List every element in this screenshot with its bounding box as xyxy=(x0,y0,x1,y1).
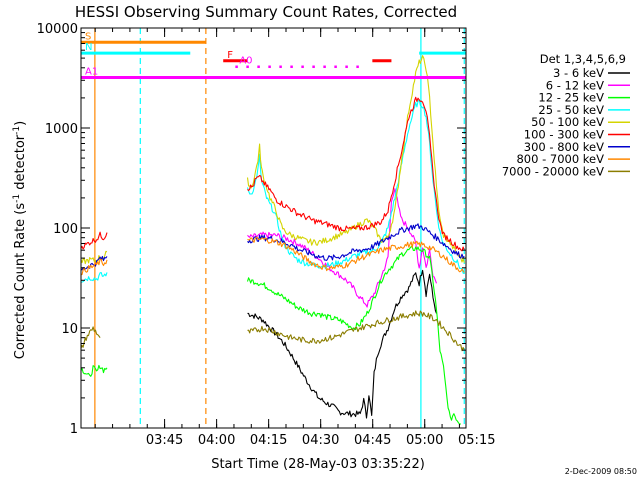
flag-S-label: S xyxy=(85,31,91,42)
series-1-segment-0 xyxy=(247,188,438,308)
legend-label-3: 25 - 50 keV xyxy=(538,103,604,117)
flag-N-label: N xyxy=(85,42,92,53)
series-5-segment-1 xyxy=(247,96,465,252)
x-tick-label-6: 05:15 xyxy=(458,433,495,448)
y-tick-label-4: 10000 xyxy=(37,22,78,37)
y-tick-label-3: 1000 xyxy=(45,122,78,137)
legend-label-0: 3 - 6 keV xyxy=(553,66,604,80)
flag-A0-dot xyxy=(323,65,326,69)
series-2-segment-1 xyxy=(246,246,461,425)
series-3 xyxy=(81,99,465,283)
series-layer xyxy=(81,55,465,425)
y-tick-label-1: 10 xyxy=(61,322,78,337)
flag-A0-dot xyxy=(356,65,359,69)
legend-label-5: 100 - 300 keV xyxy=(524,128,604,142)
series-4-segment-0 xyxy=(81,250,108,265)
flag-A0-dot xyxy=(290,65,293,69)
flag-A0-dot xyxy=(246,65,249,69)
legend-label-6: 300 - 800 keV xyxy=(524,140,604,154)
series-7-segment-1 xyxy=(247,236,465,273)
series-1 xyxy=(247,188,438,308)
flag-F-label: F xyxy=(227,50,233,61)
x-tick-label-2: 04:15 xyxy=(250,433,287,448)
series-8-segment-1 xyxy=(247,310,465,352)
y-tick-label-2: 100 xyxy=(53,222,78,237)
y-axis-title: Corrected Count Rate (s-1 detector-1) xyxy=(12,121,28,359)
flag-A0-dot xyxy=(301,65,304,69)
flag-A0-dot xyxy=(268,65,271,69)
flag-layer: SN F A0 A1 xyxy=(81,31,466,79)
legend-label-4: 50 - 100 keV xyxy=(531,115,604,129)
y-axis-title-sup1: -1 xyxy=(12,194,22,203)
x-tick-label-4: 04:45 xyxy=(354,433,391,448)
series-7 xyxy=(81,236,465,276)
y-axis-title-end: ) xyxy=(13,121,28,126)
axes-layer: 1 10 100 1000 10000 03:45 04:00 04:15 04:30 04:45… xyxy=(37,22,496,448)
x-axis-title: Start Time (28-May-03 03:35:22) xyxy=(211,457,425,472)
flag-A0-dot xyxy=(334,65,337,69)
series-2 xyxy=(81,246,461,425)
series-0 xyxy=(247,269,438,419)
flag-A0-dot xyxy=(279,65,282,69)
series-4 xyxy=(81,55,465,265)
series-7-segment-0 xyxy=(81,258,108,276)
x-tick-label-3: 04:30 xyxy=(302,433,339,448)
series-6-segment-1 xyxy=(247,223,465,261)
flag-A0-label: A0 xyxy=(239,56,252,67)
y-axis-title-main: Corrected Count Rate (s xyxy=(13,203,28,360)
x-tick-label-5: 05:00 xyxy=(406,433,443,448)
series-4-segment-1 xyxy=(246,55,465,263)
chart-title: HESSI Observing Summary Count Rates, Cor… xyxy=(75,3,457,21)
flag-A0-dot xyxy=(235,65,238,69)
legend-title: Det 1,3,4,5,6,9 xyxy=(540,52,626,66)
y-axis-title-mid: detector xyxy=(13,134,28,194)
x-tick-label-1: 04:00 xyxy=(198,433,235,448)
footer-date-stamp: 2-Dec-2009 08:50 xyxy=(565,467,637,476)
x-tick-label-0: 03:45 xyxy=(146,433,183,448)
y-axis-title-sup2: -1 xyxy=(12,126,22,135)
series-0-segment-0 xyxy=(247,269,438,419)
legend-label-1: 6 - 12 keV xyxy=(546,78,604,92)
flag-A0-dot xyxy=(257,65,260,69)
legend-label-2: 12 - 25 keV xyxy=(538,91,604,105)
series-3-segment-1 xyxy=(246,99,465,275)
y-tick-label-0: 1 xyxy=(70,422,78,437)
flag-A1-label: A1 xyxy=(85,66,98,77)
legend-label-8: 7000 - 20000 keV xyxy=(502,164,604,178)
series-5 xyxy=(81,96,465,252)
series-5-segment-0 xyxy=(81,231,108,250)
flag-A0-dot xyxy=(312,65,315,69)
legend-label-7: 800 - 7000 keV xyxy=(516,152,604,166)
series-2-segment-0 xyxy=(81,364,108,377)
flag-A0-dot xyxy=(345,65,348,69)
series-3-segment-0 xyxy=(81,272,108,283)
